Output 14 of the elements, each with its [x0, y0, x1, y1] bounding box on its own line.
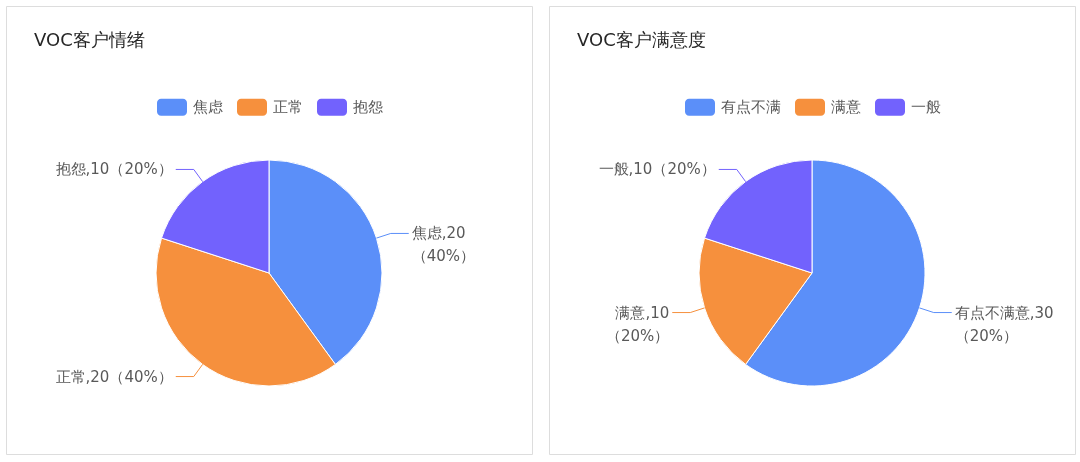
- data-label: 正常,20（40%）: [55, 367, 173, 386]
- data-label: 焦虑,20 （40%）: [411, 224, 476, 266]
- legend-label: 抱怨: [353, 98, 383, 117]
- data-label: 满意,10 （20%）: [605, 303, 670, 345]
- chart-title: VOC客户满意度: [577, 29, 706, 50]
- data-label: 有点不满意,30 （20%）: [954, 303, 1054, 345]
- legend-label: 有点不满: [721, 98, 781, 117]
- legend-label: 一般: [911, 98, 941, 117]
- legend-label: 焦虑: [193, 98, 223, 117]
- chart-title: VOC客户情绪: [34, 29, 145, 50]
- legend-label: 满意: [831, 98, 861, 117]
- data-label: 抱怨,10（20%）: [55, 160, 173, 179]
- legend-label: 正常: [273, 98, 303, 117]
- data-label: 一般,10（20%）: [598, 160, 716, 179]
